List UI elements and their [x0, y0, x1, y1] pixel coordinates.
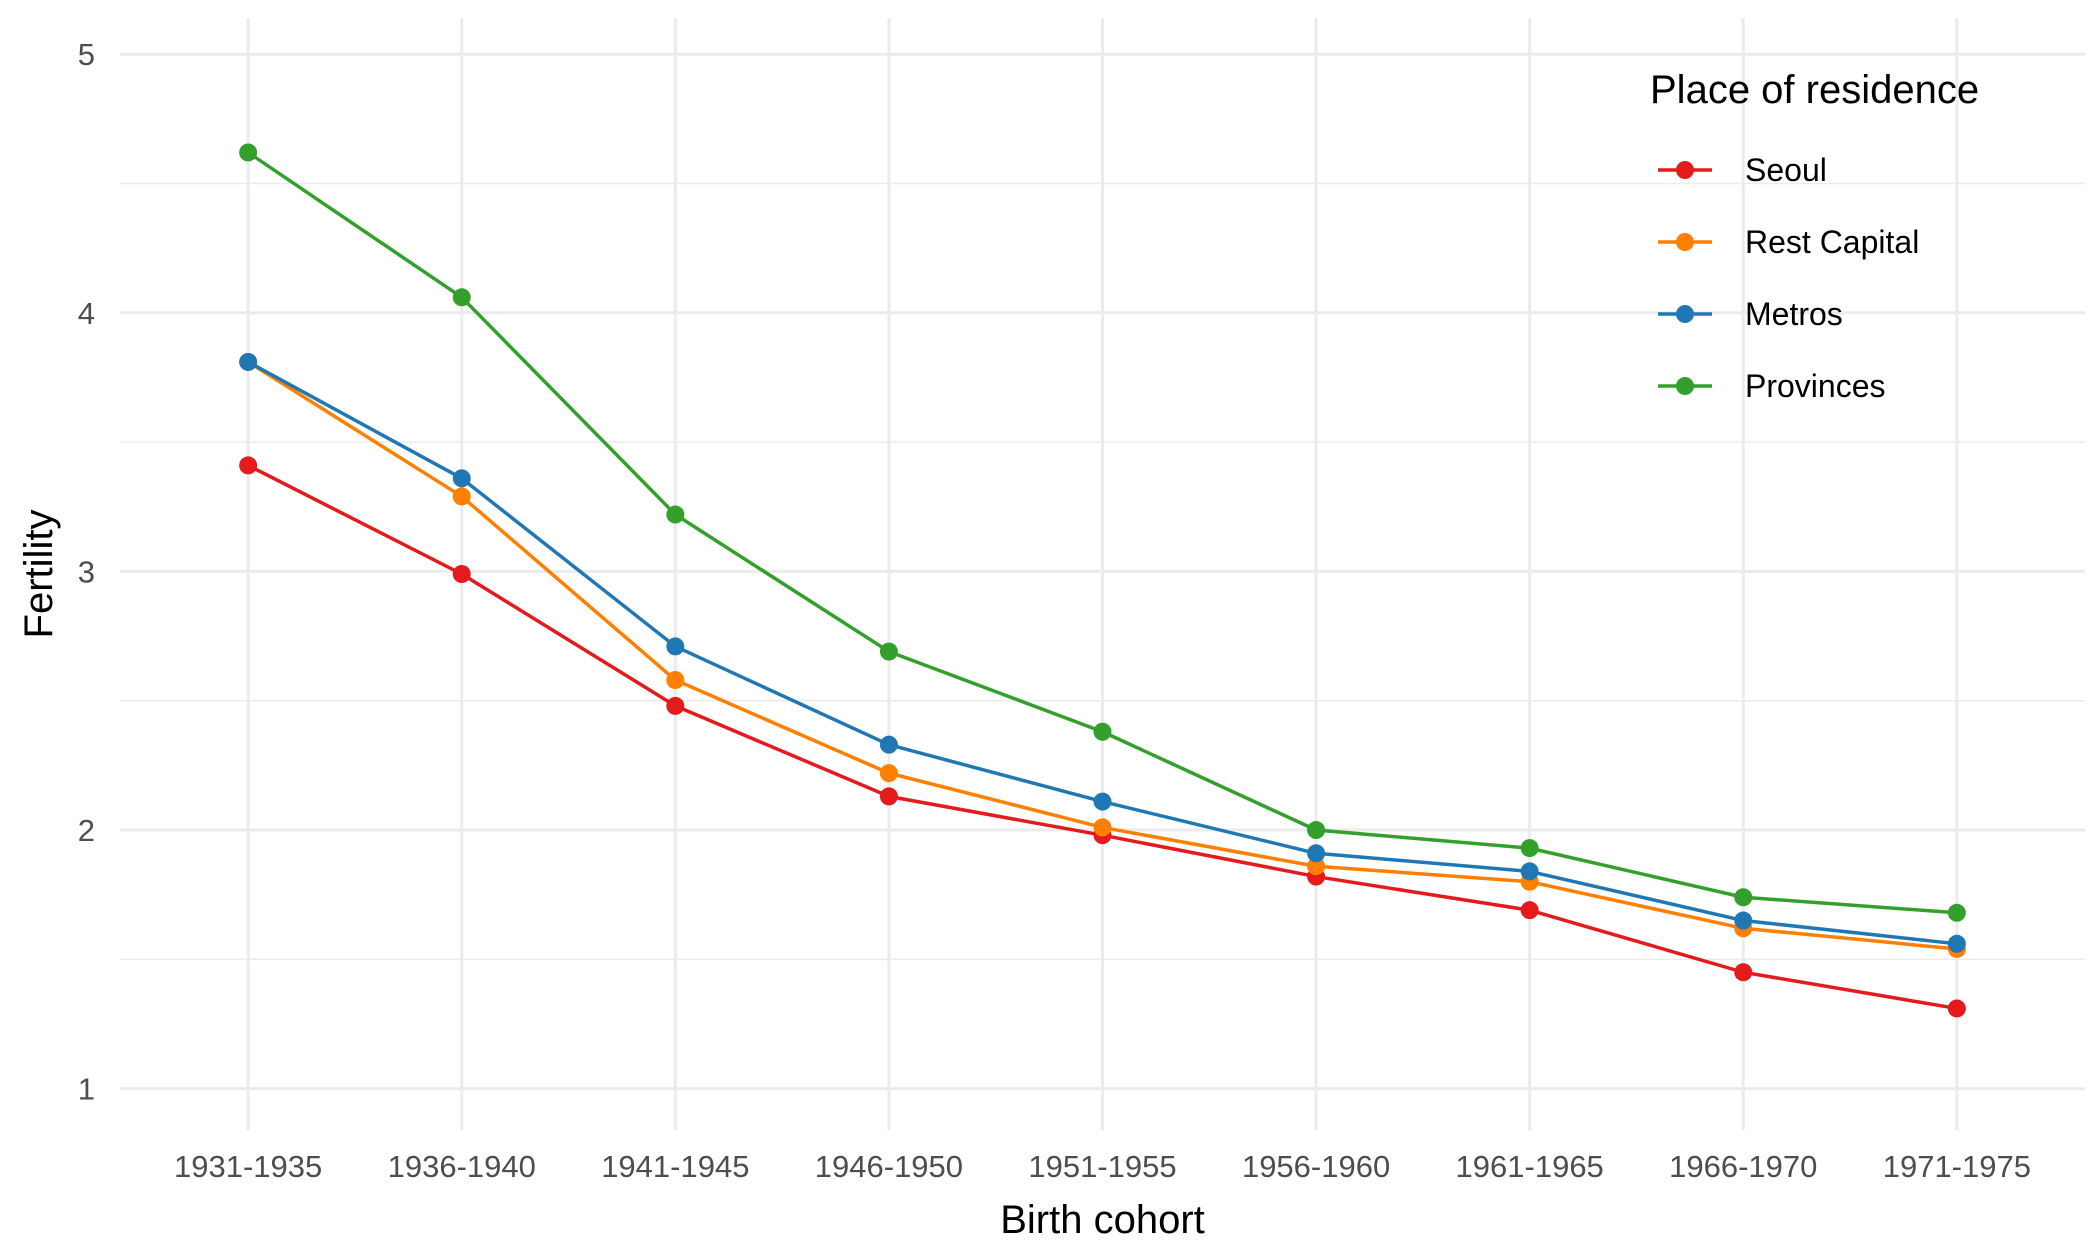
- x-tick-label: 1961-1965: [1456, 1149, 1604, 1184]
- data-point-provinces: [239, 143, 258, 162]
- data-point-provinces: [1520, 839, 1539, 858]
- x-axis-tick-labels: 1931-1935 1936-1940 1941-1945 1946-1950 1951…: [174, 1149, 2031, 1184]
- legend-swatch-point: [1676, 377, 1694, 395]
- x-tick-label: 1946-1950: [815, 1149, 963, 1184]
- data-point-rest-capital: [1307, 857, 1326, 876]
- data-point-metros: [1734, 911, 1753, 930]
- y-tick-label: 3: [78, 554, 95, 589]
- data-point-seoul: [239, 456, 258, 475]
- data-point-metros: [1947, 934, 1966, 953]
- data-point-provinces: [666, 505, 685, 524]
- x-tick-label: 1951-1955: [1028, 1149, 1176, 1184]
- data-point-rest-capital: [879, 764, 898, 783]
- data-point-seoul: [1734, 963, 1753, 982]
- data-point-metros: [666, 637, 685, 656]
- data-point-metros: [1307, 844, 1326, 863]
- y-tick-label: 1: [78, 1072, 95, 1107]
- data-point-metros: [1093, 792, 1112, 811]
- x-tick-label: 1941-1945: [601, 1149, 749, 1184]
- legend-item-seoul: Seoul: [1658, 152, 1827, 188]
- data-point-rest-capital: [452, 487, 471, 506]
- x-tick-label: 1966-1970: [1669, 1149, 1817, 1184]
- data-point-provinces: [1734, 888, 1753, 907]
- legend-items: Seoul Rest Capital Metros Provinces: [1658, 152, 1919, 404]
- y-tick-label: 2: [78, 813, 95, 848]
- x-tick-label: 1931-1935: [174, 1149, 322, 1184]
- data-point-provinces: [1093, 722, 1112, 741]
- data-point-metros: [452, 469, 471, 488]
- x-tick-label: 1971-1975: [1883, 1149, 2031, 1184]
- legend-swatch-point: [1676, 305, 1694, 323]
- data-point-seoul: [666, 696, 685, 715]
- data-point-rest-capital: [1093, 818, 1112, 837]
- legend-label: Seoul: [1745, 152, 1827, 188]
- data-point-seoul: [879, 787, 898, 806]
- data-point-provinces: [1307, 821, 1326, 840]
- legend-swatch-point: [1676, 161, 1694, 179]
- data-point-metros: [879, 735, 898, 754]
- legend-title: Place of residence: [1650, 68, 1979, 112]
- y-axis-title: Fertility: [17, 510, 61, 639]
- data-point-metros: [1520, 862, 1539, 881]
- legend-item-provinces: Provinces: [1658, 368, 1886, 404]
- data-point-metros: [239, 352, 258, 371]
- data-point-provinces: [879, 642, 898, 661]
- legend-item-metros: Metros: [1658, 296, 1843, 332]
- data-point-provinces: [452, 288, 471, 307]
- x-axis-title: Birth cohort: [1000, 1198, 1205, 1242]
- data-point-seoul: [1947, 999, 1966, 1018]
- data-point-seoul: [1520, 901, 1539, 920]
- legend: Place of residence Seoul Rest Capital Metr…: [1650, 68, 1979, 404]
- legend-swatch-point: [1676, 233, 1694, 251]
- data-point-provinces: [1947, 903, 1966, 922]
- y-tick-label: 5: [78, 37, 95, 72]
- legend-label: Rest Capital: [1745, 224, 1919, 260]
- data-point-rest-capital: [666, 671, 685, 690]
- y-tick-label: 4: [78, 296, 95, 331]
- y-axis-tick-labels: 1 2 3 4 5: [78, 37, 95, 1106]
- series-points: [239, 143, 1966, 1018]
- legend-item-rest-capital: Rest Capital: [1658, 224, 1919, 260]
- data-point-seoul: [452, 565, 471, 583]
- x-tick-label: 1936-1940: [388, 1149, 536, 1184]
- legend-label: Provinces: [1745, 368, 1886, 404]
- x-tick-label: 1956-1960: [1242, 1149, 1390, 1184]
- legend-label: Metros: [1745, 296, 1843, 332]
